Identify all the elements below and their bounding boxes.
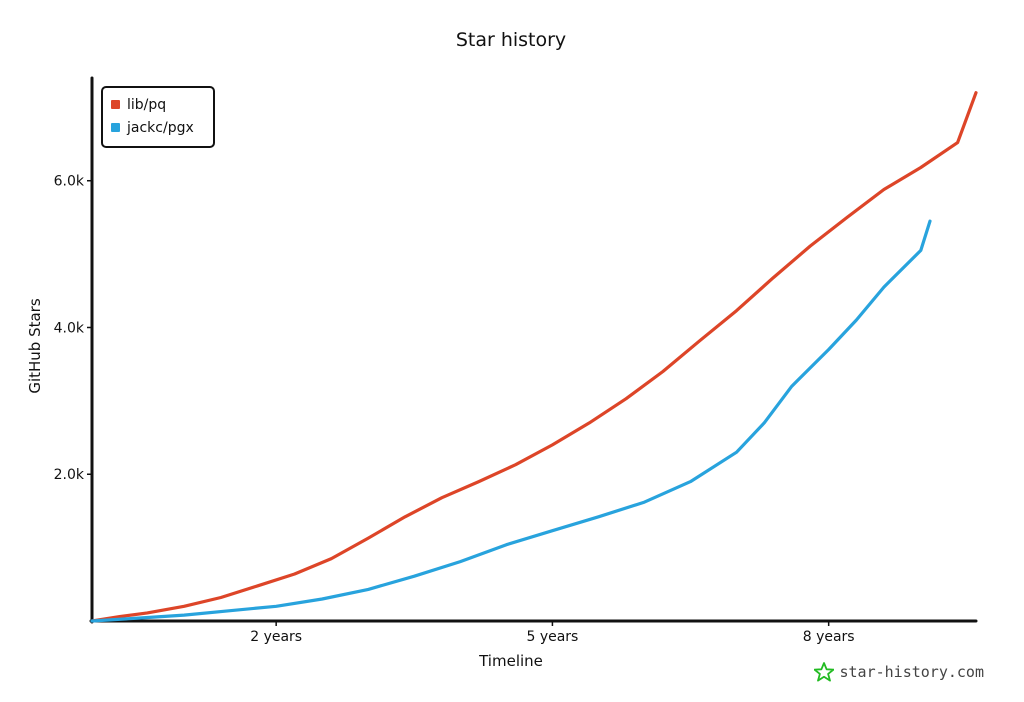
legend-label-jackc-pgx: jackc/pgx	[126, 120, 194, 136]
y-tick-label: 2.0k	[54, 467, 85, 483]
x-tick-label: 2 years	[250, 629, 302, 645]
axes	[89, 76, 978, 624]
legend-swatch-jackc-pgx	[111, 123, 120, 132]
series-line-lib-pq	[90, 91, 978, 623]
legend-box	[101, 86, 215, 148]
legend-swatch-lib-pq	[111, 100, 120, 109]
star-icon	[813, 662, 834, 682]
y-axis-label: GitHub Stars	[26, 298, 44, 394]
series-lines	[90, 91, 978, 623]
y-tick-label: 6.0k	[54, 174, 85, 190]
x-tick-label: 8 years	[803, 629, 855, 645]
legend: lib/pq jackc/pgx	[101, 86, 215, 148]
tick-labels: 2 years 5 years 8 years 2.0k 4.0k 6.0k	[54, 174, 855, 645]
watermark-text: star-history.com	[839, 663, 985, 681]
chart-title: Star history	[456, 29, 566, 51]
series-line-jackc-pgx	[90, 219, 932, 623]
y-tick-label: 4.0k	[54, 320, 85, 336]
x-tick-label: 5 years	[526, 629, 578, 645]
x-axis-label: Timeline	[478, 652, 543, 670]
watermark[interactable]: star-history.com	[813, 662, 985, 682]
legend-label-lib-pq: lib/pq	[127, 97, 166, 113]
